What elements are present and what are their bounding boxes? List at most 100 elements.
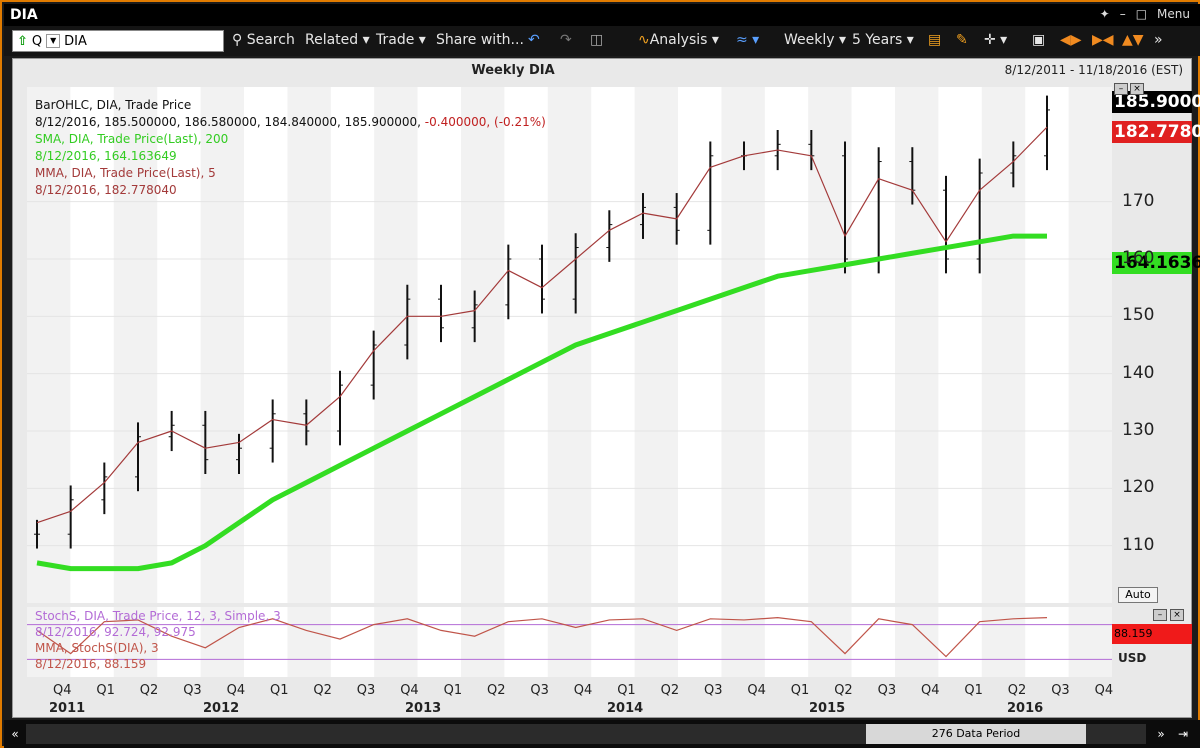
quarter-label: Q4 [747,683,766,698]
quarter-label: Q1 [270,683,289,698]
undo-icon[interactable]: ↶ [528,32,540,48]
scroll-thumb[interactable]: 276 Data Period [866,724,1086,744]
menu-button[interactable]: Menu [1157,7,1190,21]
related-button[interactable]: Related ▾ [305,32,370,48]
quarter-band [113,607,158,677]
year-label: 2011 [49,701,86,716]
quarter-band [808,607,852,677]
quarter-band [27,607,71,677]
stoch-close-icon[interactable]: × [1170,609,1184,621]
stoch-plot[interactable] [27,607,1112,677]
quarter-band [634,87,678,603]
mma-line [36,126,1048,524]
quarter-label: Q4 [400,683,419,698]
y-tick-label: 110 [1122,534,1155,555]
quarter-label: Q3 [877,683,897,698]
quarter-band [461,607,505,677]
stoch-legend-value: 8/12/2016, 92.724, 92.975 [35,625,196,639]
quarter-label: Q3 [356,683,376,698]
year-label: 2015 [809,701,846,716]
redo-icon[interactable]: ↷ [560,32,572,48]
range-select[interactable]: 5 Years ▾ [852,32,914,48]
quarter-label: Q1 [617,683,636,698]
quarter-label: Q4 [573,683,593,698]
zoom-icon[interactable]: ▶◀ [1092,32,1114,48]
quarter-label: Q4 [1094,683,1114,698]
quarter-band [113,87,158,603]
mma-price-box: 182.7780 [1112,121,1200,143]
more-icon[interactable]: » [1154,32,1163,48]
last-price-box: 185.9000 [1112,91,1200,113]
price-legend: BarOHLC, DIA, Trade Price 8/12/2016, 185… [35,97,546,199]
title-bar: DIA ✦ – □ Menu [4,4,1200,26]
y-tick-label: 140 [1122,362,1155,383]
quarter-label: Q2 [1007,683,1027,698]
quarter-label: Q1 [443,683,463,698]
quarter-band [200,87,244,603]
quarter-band [374,607,418,677]
scroll-right-icon[interactable]: » [1157,727,1165,741]
restore-icon[interactable]: □ [1135,7,1148,21]
price-axis[interactable]: 185.9000 182.7780 164.1636 110 120 130 140 1… [1112,83,1200,603]
chart-type-icon[interactable]: ▤ [928,32,942,48]
y-tick-label: 170 [1122,190,1155,211]
scroll-end-icon[interactable]: ⇥ [1177,727,1189,741]
scroll-left-icon[interactable]: « [11,727,19,741]
year-label: 2013 [405,701,442,716]
share-button[interactable]: Share with... [436,32,524,48]
stoch-minimize-icon[interactable]: – [1153,609,1167,621]
quarter-band [721,87,765,603]
chevron-down-icon[interactable]: ▼ [46,34,61,48]
currency-label: USD [1118,651,1147,665]
quarter-band [634,607,678,677]
minimize-icon[interactable]: – [1119,7,1126,21]
overlay-icon[interactable]: ≈ ▾ [736,32,760,48]
price-plot[interactable] [27,87,1112,603]
quarter-band [200,607,244,677]
quarter-band [287,607,331,677]
draw-icon[interactable]: ✎ [956,32,968,48]
scale-icon[interactable]: ▲▼ [1122,32,1144,48]
pin-icon[interactable]: ✦ [1099,7,1110,21]
legend-mma-value: 8/12/2016, 182.778040 [35,183,177,197]
quarter-label: Q3 [704,683,723,698]
quarter-label: Q3 [530,683,549,698]
quarter-band [547,87,592,603]
period-select[interactable]: Weekly ▾ [784,32,847,48]
legend-mma-title: MMA, DIA, Trade Price(Last), 5 [35,166,216,180]
quarter-label: Q2 [834,683,853,698]
quarter-band [287,87,331,603]
year-label: 2014 [607,701,644,716]
search-icon: ⚲ [232,32,243,48]
analysis-button[interactable]: ∿Analysis ▾ [638,32,719,48]
scroll-track[interactable]: 276 Data Period [26,724,1146,744]
quarter-label: Q2 [139,683,159,698]
print-icon[interactable]: ◫ [590,32,604,48]
year-label: 2016 [1007,701,1044,716]
auto-scale-button[interactable]: Auto [1118,587,1158,603]
quarter-label: Q4 [226,683,246,698]
date-range: 8/12/2011 - 11/18/2016 (EST) [1004,63,1183,77]
quarter-label: Q1 [964,683,983,698]
layout-icon[interactable]: ▣ [1032,32,1046,48]
time-axis[interactable]: Q4 Q1 Q2 Q3 Q4 Q1 Q2 Q3 Q4 Q1 Q2 Q3 Q4 Q1 Q2 Q3 Q4 Q1 Q2 Q3… [27,679,1114,719]
pane-minimize-icon[interactable]: – [1114,83,1128,95]
up-arrow-icon: ⇧ [17,33,28,49]
y-tick-label: 160 [1122,248,1155,268]
pane-close-icon[interactable]: × [1130,83,1144,95]
quarter-band [461,87,505,603]
ticker-input[interactable]: DIA [64,33,87,49]
quarter-label: Q3 [1051,683,1070,698]
time-scrollbar[interactable]: « 276 Data Period » ⇥ [4,720,1200,748]
ticker-type[interactable]: Q [31,33,43,49]
stoch-legend: StochS, DIA, Trade Price, 12, 3, Simple,… [35,608,281,672]
ticker-box[interactable]: ⇧ Q ▼ DIA [12,30,224,52]
window-title: DIA [10,7,38,23]
search-button[interactable]: ⚲ Search [232,32,295,48]
legend-sma-value: 8/12/2016, 164.163649 [35,149,177,163]
crosshair-icon[interactable]: ✛ ▾ [984,32,1008,48]
trade-button[interactable]: Trade ▾ [376,32,426,48]
pan-icon[interactable]: ◀▶ [1060,32,1082,48]
quarter-band [1068,87,1112,603]
